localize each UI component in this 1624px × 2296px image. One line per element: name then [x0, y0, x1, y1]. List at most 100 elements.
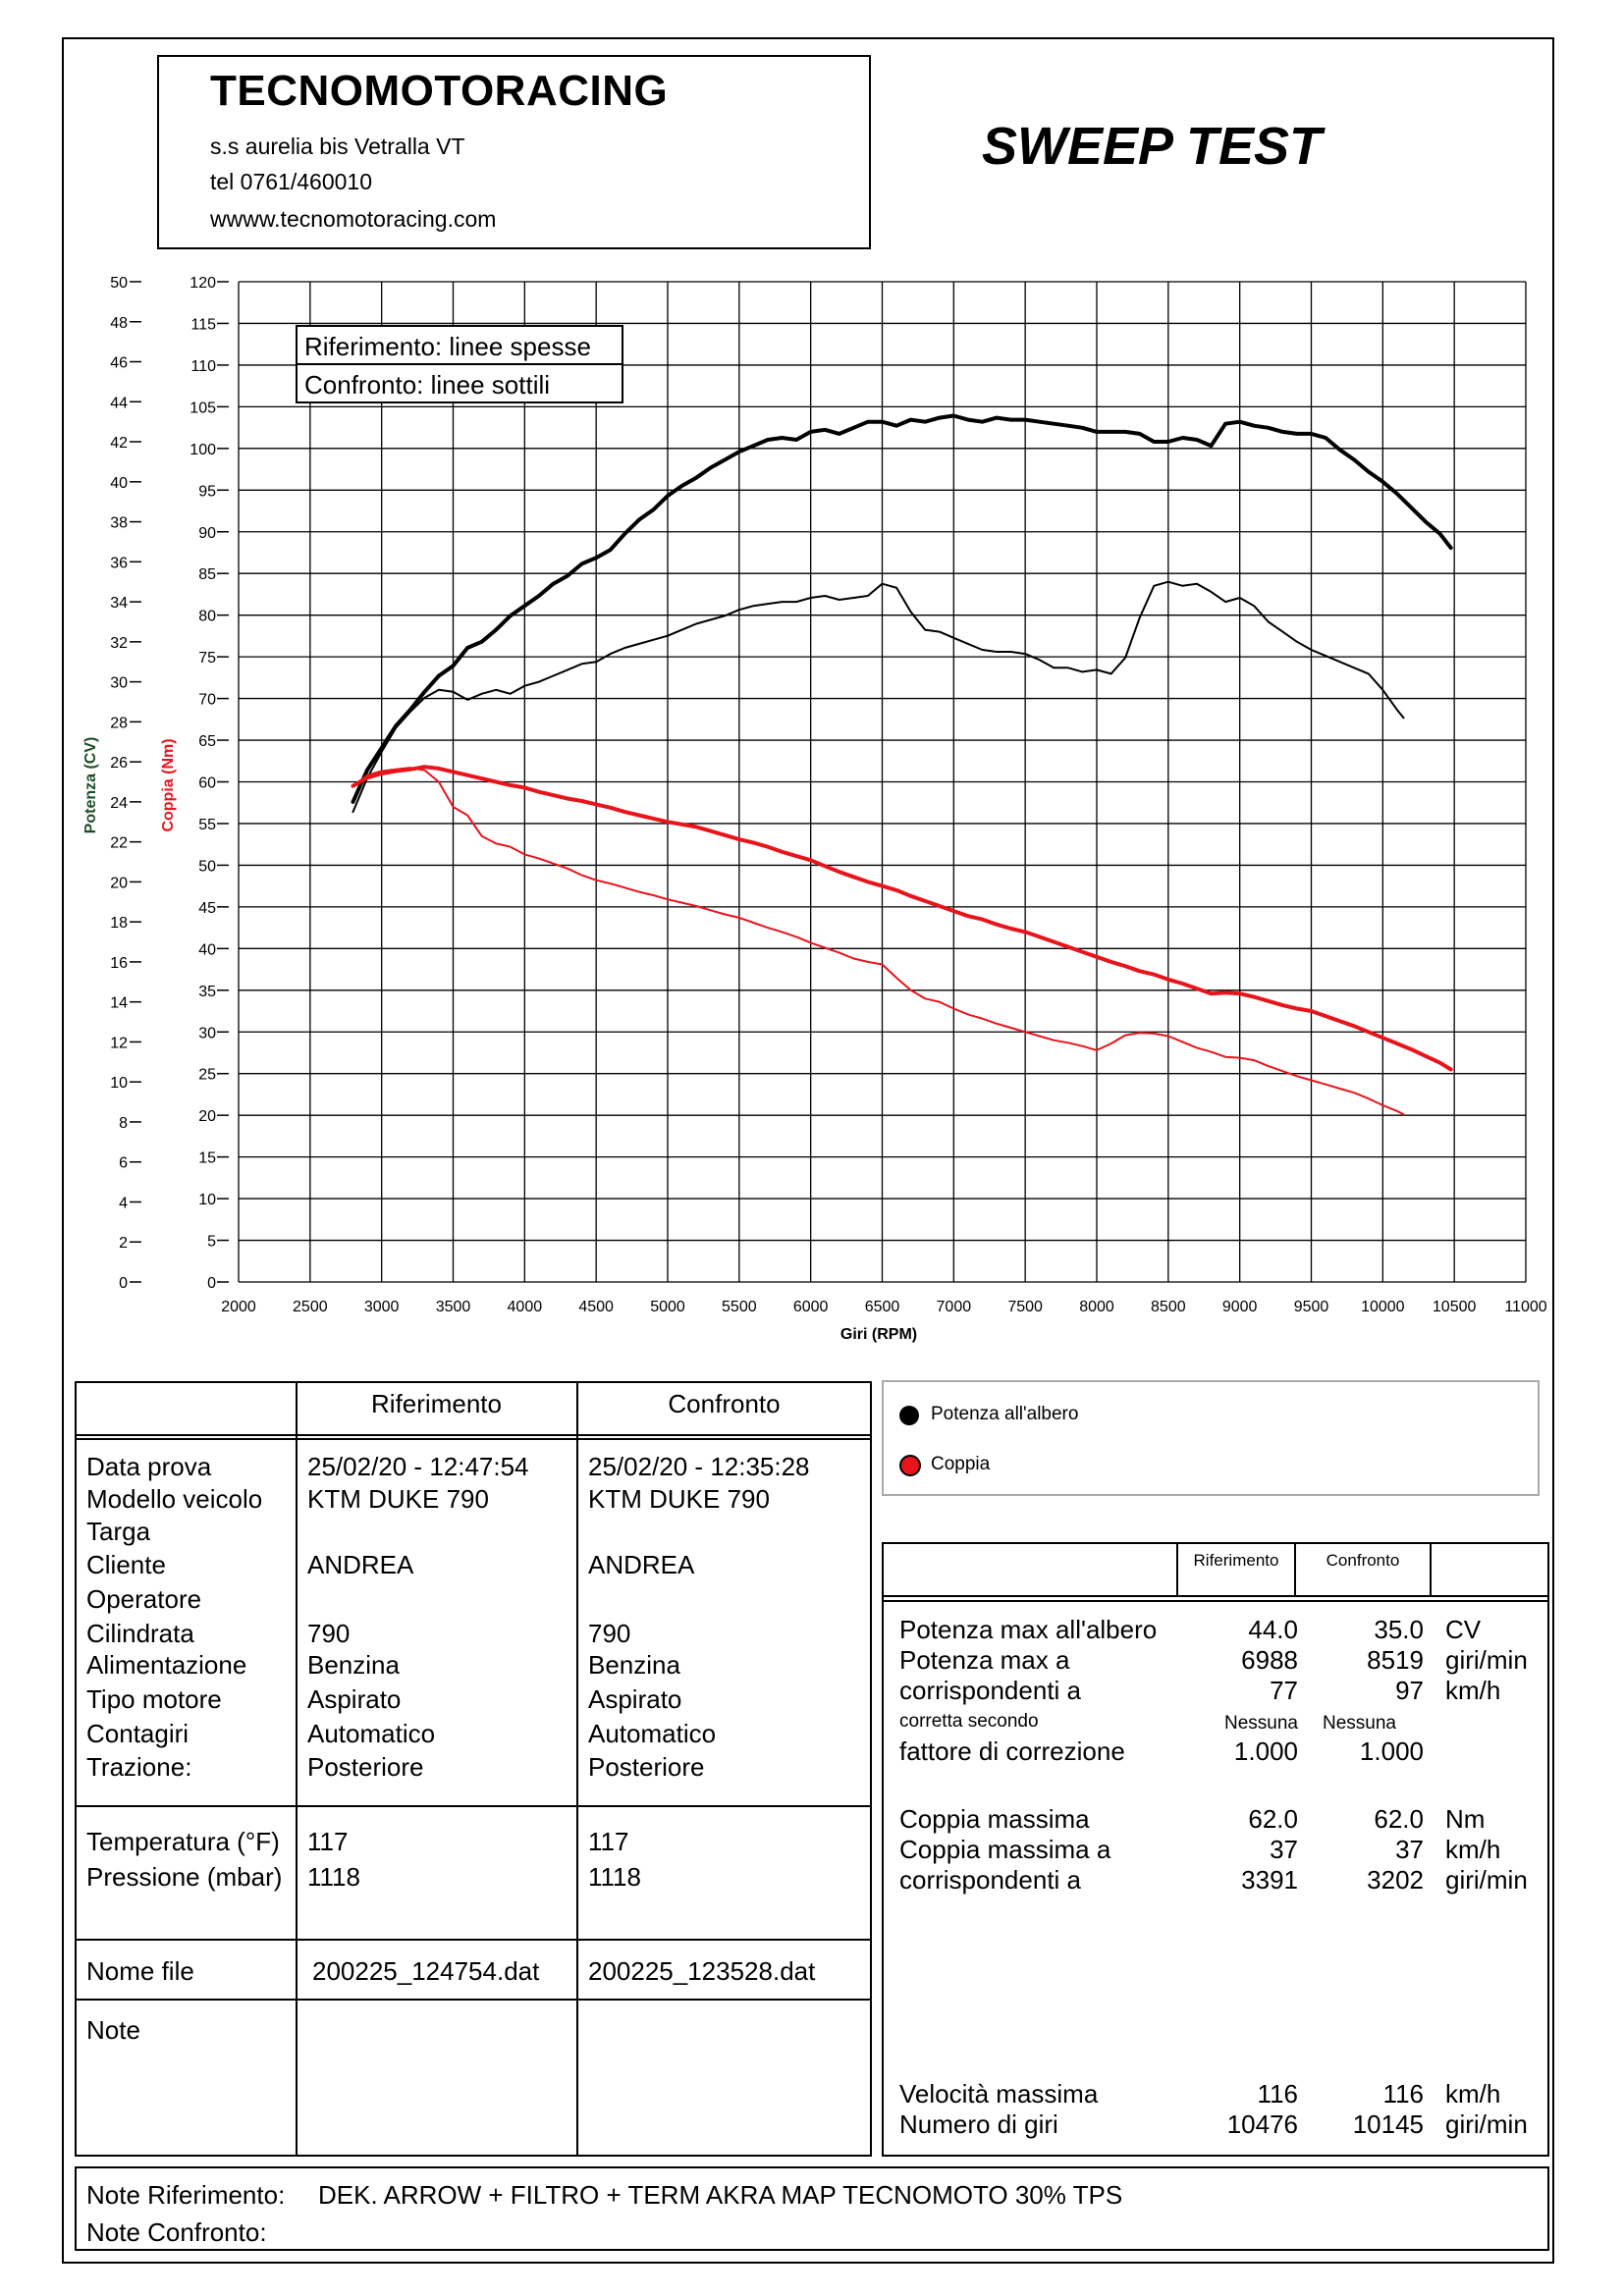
info-env-label: Temperatura (°F) [86, 1827, 280, 1856]
note-ref-text: DEK. ARROW + FILTRO + TERM AKRA MAP TECN… [318, 2180, 1123, 2210]
info-row-cmp: KTM DUKE 790 [588, 1484, 770, 1514]
power-tick-label: 42 [110, 435, 128, 452]
x-tick-label: 4500 [578, 1299, 614, 1315]
torque-tick-label: 85 [198, 566, 216, 583]
info-col-cmp: Confronto [668, 1389, 781, 1418]
power-tick-label: 28 [110, 715, 128, 731]
info-row-label: Trazione: [86, 1752, 192, 1782]
torque-speed-unit: km/h [1445, 1835, 1501, 1864]
chart-series [351, 413, 1453, 1116]
x-tick-label: 5000 [650, 1299, 685, 1315]
power-tick-label: 20 [110, 875, 128, 891]
power-tick-label: 6 [119, 1155, 128, 1172]
info-row-cmp: 25/02/20 - 12:35:28 [588, 1452, 810, 1481]
correction-cmp: Nessuna [1323, 1713, 1396, 1734]
company-header: TECNOMOTORACING s.s aurelia bis Vetralla… [157, 55, 871, 249]
x-tick-label: 8000 [1079, 1299, 1114, 1315]
page-frame [62, 37, 1554, 2264]
torque-rpm-cmp: 3202 [1367, 1865, 1424, 1895]
x-tick-label: 9500 [1294, 1299, 1329, 1315]
power-tick-label: 10 [110, 1075, 128, 1092]
info-row-cmp: 790 [588, 1619, 631, 1648]
torque-max-cmp: 62.0 [1374, 1804, 1424, 1834]
info-env-ref: 1118 [307, 1862, 360, 1892]
correction-label: corretta secondo [899, 1711, 1039, 1732]
x-axis-label: Giri (RPM) [840, 1326, 917, 1343]
max-rpm-label: Numero di giri [899, 2109, 1058, 2139]
info-row-ref: ANDREA [307, 1550, 414, 1579]
torque-tick-label: 45 [198, 900, 216, 917]
power-tick-label: 48 [110, 315, 128, 332]
x-tick-label: 5500 [722, 1299, 757, 1315]
torque-rpm-unit: giri/min [1445, 1865, 1528, 1895]
power-speed-unit: km/h [1445, 1676, 1501, 1705]
results-col-cmp: Confronto [1326, 1551, 1400, 1570]
info-row-ref: 790 [307, 1619, 351, 1648]
torque-curve-comparison [352, 767, 1405, 1116]
chart-legend-box: Riferimento: linee spesse Confronto: lin… [296, 325, 623, 403]
torque-tick-label: 5 [207, 1234, 216, 1251]
power-tick-label: 26 [110, 755, 128, 772]
y-axis-label-torque: Coppia (Nm) [160, 738, 177, 831]
power-legend-label: Potenza all'albero [931, 1404, 1079, 1424]
power-speed-label: corrispondenti a [899, 1676, 1081, 1705]
info-row-ref: 25/02/20 - 12:47:54 [307, 1452, 529, 1481]
torque-max-label: Coppia massima [899, 1804, 1090, 1834]
torque-speed-cmp: 37 [1395, 1835, 1424, 1864]
info-row-label: Cliente [86, 1550, 166, 1579]
info-row-label: Alimentazione [86, 1650, 247, 1680]
torque-tick-label: 15 [198, 1150, 216, 1167]
info-row-label: Data prova [86, 1452, 212, 1481]
note-label: Note [86, 2015, 140, 2045]
company-name: TECNOMOTORACING [210, 67, 669, 115]
x-tick-label: 3000 [364, 1299, 400, 1315]
test-title: SWEEP TEST [982, 117, 1323, 176]
power-tick-label: 46 [110, 355, 128, 372]
power-tick-label: 8 [119, 1115, 128, 1132]
power-tick-label: 50 [110, 275, 128, 292]
power-speed-cmp: 97 [1395, 1676, 1424, 1705]
torque-speed-ref: 37 [1270, 1835, 1298, 1864]
torque-tick-label: 60 [198, 775, 216, 792]
x-tick-label: 4000 [508, 1299, 543, 1315]
correction-ref: Nessuna [1224, 1713, 1298, 1734]
torque-tick-label: 90 [198, 525, 216, 542]
company-website: wwww.tecnomotoracing.com [210, 206, 497, 232]
torque-tick-label: 40 [198, 941, 216, 958]
info-env-cmp: 117 [588, 1827, 629, 1856]
torque-tick-label: 35 [198, 984, 216, 1000]
power-curve-reference [351, 413, 1453, 804]
correction-factor-cmp: 1.000 [1359, 1736, 1424, 1766]
power-tick-label: 36 [110, 555, 128, 571]
torque-tick-label: 0 [207, 1275, 216, 1292]
file-ref: 200225_124754.dat [312, 1956, 540, 1986]
power-legend-marker [899, 1406, 919, 1425]
note-cmp-label: Note Confronto: [86, 2217, 267, 2247]
info-col-ref: Riferimento [371, 1389, 502, 1418]
company-address: s.s aurelia bis Vetralla VT [210, 133, 465, 159]
info-row-ref: Automatico [307, 1719, 436, 1748]
x-tick-label: 6500 [865, 1299, 900, 1315]
info-row-cmp: Automatico [588, 1719, 717, 1748]
max-rpm-cmp: 10145 [1352, 2109, 1424, 2139]
power-tick-label: 12 [110, 1035, 128, 1051]
info-env-label: Pressione (mbar) [86, 1862, 283, 1892]
power-speed-ref: 77 [1270, 1676, 1298, 1705]
x-tick-label: 11000 [1504, 1299, 1546, 1315]
info-row-cmp: Benzina [588, 1650, 680, 1680]
torque-tick-label: 55 [198, 817, 216, 833]
note-ref-label: Note Riferimento: [86, 2180, 286, 2210]
company-phone: tel 0761/460010 [210, 169, 372, 194]
x-tick-label: 7000 [937, 1299, 972, 1315]
max-speed-label: Velocità massima [899, 2079, 1099, 2109]
torque-tick-label: 110 [190, 358, 216, 375]
torque-tick-label: 115 [190, 316, 216, 333]
torque-max-ref: 62.0 [1248, 1804, 1298, 1834]
power-tick-label: 34 [110, 595, 128, 612]
x-tick-label: 10000 [1361, 1299, 1405, 1315]
x-tick-label: 8500 [1151, 1299, 1186, 1315]
power-max-cmp: 35.0 [1374, 1615, 1424, 1644]
info-row-label: Cilindrata [86, 1619, 194, 1648]
info-row-label: Targa [86, 1517, 151, 1546]
torque-tick-label: 30 [198, 1025, 216, 1041]
